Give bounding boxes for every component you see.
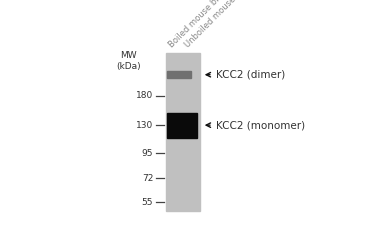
Text: 180: 180 bbox=[136, 92, 153, 100]
Text: 95: 95 bbox=[142, 149, 153, 158]
Text: Unboiled mouse brain: Unboiled mouse brain bbox=[184, 0, 255, 49]
Text: 55: 55 bbox=[142, 198, 153, 207]
Bar bbox=[167, 113, 198, 138]
Bar bbox=[167, 71, 191, 78]
Bar bbox=[166, 53, 200, 211]
Text: Boiled mouse brain: Boiled mouse brain bbox=[167, 0, 231, 49]
Text: 72: 72 bbox=[142, 174, 153, 183]
Text: MW
(kDa): MW (kDa) bbox=[116, 51, 141, 71]
Text: 130: 130 bbox=[136, 121, 153, 130]
Text: KCC2 (monomer): KCC2 (monomer) bbox=[216, 120, 305, 130]
Text: KCC2 (dimer): KCC2 (dimer) bbox=[216, 70, 285, 80]
